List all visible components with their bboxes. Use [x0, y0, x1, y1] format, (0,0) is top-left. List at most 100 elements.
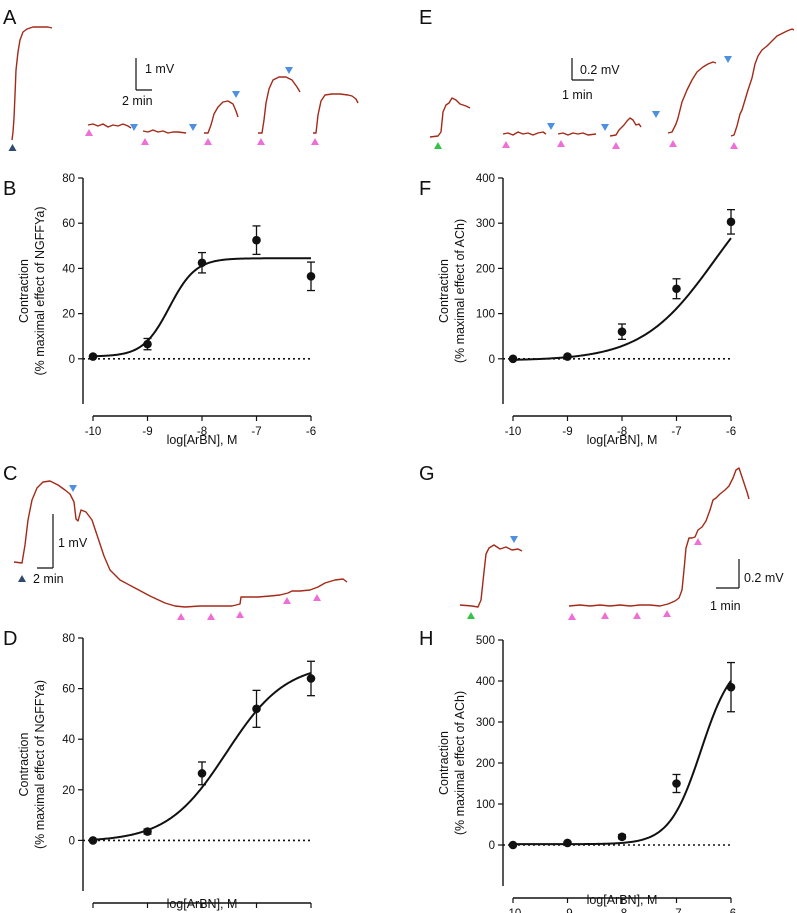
arrowhead-icon	[141, 138, 149, 145]
data-point	[563, 838, 572, 848]
y-tick-label: 60	[62, 684, 75, 696]
y-axis-title-line1: Contraction	[437, 259, 451, 323]
y-axis-title-line2: (% maximal effect of NGFFYa)	[33, 680, 47, 849]
scale-bar-e: 0.2 mV 1 min	[562, 58, 620, 102]
fit-curve	[512, 237, 732, 361]
arrowhead-icon	[663, 610, 671, 617]
y-tick-label: 300	[476, 717, 495, 729]
panel-letter-c: C	[3, 463, 17, 485]
fit-curve	[92, 672, 312, 841]
data-point	[672, 779, 681, 788]
trace-e3	[557, 132, 597, 136]
data-point	[672, 284, 681, 294]
data-point	[306, 272, 316, 281]
scale-bar-e-time: 1 min	[562, 88, 593, 102]
arrowhead-icon	[568, 613, 576, 620]
arrowhead-icon	[69, 485, 77, 492]
panel-letter-g: G	[419, 463, 435, 485]
y-axis-title-line1: Contraction	[17, 259, 31, 323]
trace-a5	[258, 76, 301, 134]
arrowhead-icon	[601, 124, 609, 131]
data-point	[726, 682, 736, 692]
trace-g2	[568, 467, 750, 607]
scale-bar-a-time: 2 min	[122, 94, 153, 108]
trace-a4	[204, 100, 239, 134]
scale-bar-e-voltage: 0.2 mV	[580, 63, 620, 77]
y-tick-label: 100	[476, 309, 495, 321]
panel-c-traces	[13, 480, 348, 608]
arrowhead-icon	[633, 612, 641, 619]
panel-letter-d: D	[3, 628, 17, 650]
scale-bar-g: 0.2 mV 1 min	[710, 559, 784, 613]
x-tick-label: -6	[726, 426, 736, 438]
x-tick-label: -6	[306, 426, 316, 438]
data-point	[508, 840, 518, 850]
data-point	[617, 832, 627, 842]
panel-e-arrows	[434, 56, 738, 149]
scale-bar-g-voltage: 0.2 mV	[744, 571, 784, 585]
arrowhead-icon	[601, 612, 609, 619]
x-axis-title: log[ArBN], M	[167, 897, 238, 911]
chart-f: 0 100 200 300 400 -10 -9 -8 -7 -6 log[ArBN], M Cont…	[437, 173, 736, 447]
arrowhead-icon	[557, 140, 565, 147]
x-tick-label: -7	[671, 908, 681, 913]
x-axis-title: log[ArBN], M	[167, 433, 238, 447]
y-tick-label: 200	[476, 758, 495, 770]
panel-letter-b: B	[3, 178, 16, 200]
x-axis-title: log[ArBN], M	[587, 433, 658, 447]
x-tick-label: -8	[197, 426, 207, 438]
arrowhead-icon	[547, 123, 555, 130]
arrowhead-icon	[313, 594, 321, 601]
panel-letter-f: F	[419, 178, 431, 200]
x-tick-label: -8	[617, 426, 627, 438]
scale-bar-g-time: 1 min	[710, 599, 741, 613]
panel-e-traces	[429, 28, 795, 138]
data-point	[143, 339, 152, 349]
arrowhead-icon	[283, 597, 291, 604]
data-point	[197, 769, 207, 778]
y-tick-label: 60	[62, 218, 75, 230]
x-tick-label: -10	[505, 426, 522, 438]
y-tick-label: 20	[62, 785, 75, 797]
y-tick-label: 0	[489, 840, 495, 852]
y-tick-label: 200	[476, 263, 495, 275]
y-axis-title-line2: (% maximal effect of ACh)	[453, 219, 467, 363]
data-point	[143, 827, 152, 836]
x-axis-title: log[ArBN], M	[587, 893, 658, 907]
scale-bar-c: 1 mV 2 min	[33, 514, 88, 586]
arrowhead-icon	[204, 138, 212, 145]
arrowhead-icon	[236, 611, 244, 618]
panel-c-arrows	[18, 485, 321, 620]
y-tick-label: 80	[62, 173, 75, 185]
data-point	[306, 674, 316, 683]
scale-bar-a: 1 mV 2 min	[122, 58, 175, 108]
arrowhead-icon	[189, 124, 197, 131]
arrowhead-icon	[730, 142, 738, 149]
scale-bar-a-voltage: 1 mV	[145, 62, 175, 76]
arrowhead-icon	[311, 138, 319, 145]
trace-a1	[11, 26, 53, 141]
trace-g1	[459, 544, 523, 608]
y-axis-title-line2: (% maximal effect of NGFFYa)	[33, 206, 47, 375]
y-tick-label: 20	[62, 309, 75, 321]
y-tick-label: 300	[476, 218, 495, 230]
panel-g-traces	[459, 467, 750, 608]
y-axis-title-line1: Contraction	[437, 731, 451, 795]
x-tick-label: -9	[562, 908, 572, 913]
x-tick-label: -10	[85, 426, 102, 438]
trace-e5	[667, 61, 717, 134]
arrowhead-icon	[724, 56, 732, 63]
data-point	[726, 217, 736, 227]
panel-letter-e: E	[419, 7, 432, 29]
data-point	[88, 836, 98, 845]
trace-c1	[13, 480, 348, 608]
x-tick-label: -7	[671, 426, 681, 438]
x-tick-label: -6	[726, 908, 736, 913]
x-tick-label: -7	[251, 426, 261, 438]
scale-bar-c-time: 2 min	[33, 572, 64, 586]
arrowhead-icon	[502, 141, 510, 148]
arrowhead-icon	[467, 612, 475, 619]
arrowhead-icon	[177, 613, 185, 620]
y-tick-label: 0	[69, 835, 75, 847]
